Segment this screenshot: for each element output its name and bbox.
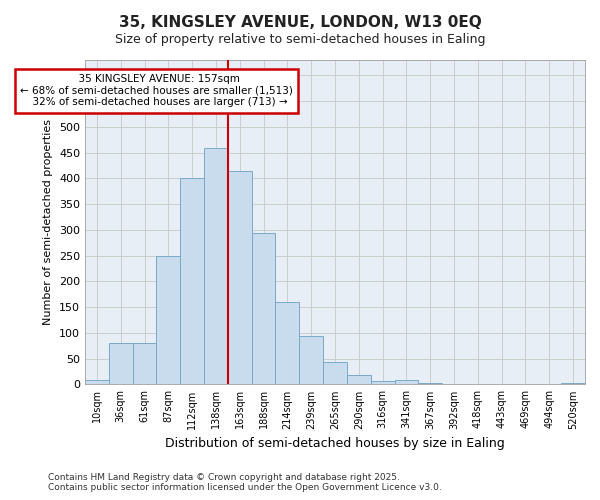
Bar [133,343,157,384]
Bar [347,375,371,384]
Text: Contains HM Land Registry data © Crown copyright and database right 2025.
Contai: Contains HM Land Registry data © Crown c… [48,473,442,492]
Bar [85,380,109,384]
Bar [275,302,299,384]
X-axis label: Distribution of semi-detached houses by size in Ealing: Distribution of semi-detached houses by … [165,437,505,450]
Bar [299,336,323,384]
Bar [323,362,347,384]
Bar [228,170,251,384]
Bar [371,382,395,384]
Bar [204,148,228,384]
Bar [109,343,133,384]
Bar [561,383,585,384]
Bar [180,178,204,384]
Text: 35 KINGSLEY AVENUE: 157sqm
← 68% of semi-detached houses are smaller (1,513)
  3: 35 KINGSLEY AVENUE: 157sqm ← 68% of semi… [20,74,293,108]
Y-axis label: Number of semi-detached properties: Number of semi-detached properties [43,119,53,325]
Text: Size of property relative to semi-detached houses in Ealing: Size of property relative to semi-detach… [115,32,485,46]
Text: 35, KINGSLEY AVENUE, LONDON, W13 0EQ: 35, KINGSLEY AVENUE, LONDON, W13 0EQ [119,15,481,30]
Bar [251,232,275,384]
Bar [418,383,442,384]
Bar [157,256,180,384]
Bar [395,380,418,384]
